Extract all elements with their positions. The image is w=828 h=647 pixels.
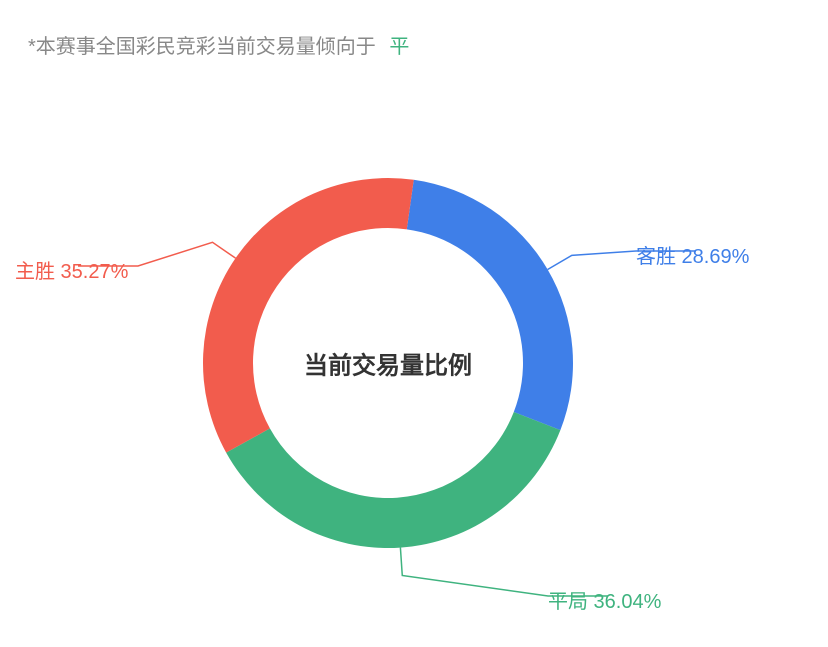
donut-slice-home_win [203,178,414,453]
chart-center-label: 当前交易量比例 [304,346,472,381]
donut-slice-away_win [407,180,573,430]
slice-label-away_win: 客胜 28.69% [636,240,749,269]
donut-slice-draw [226,412,560,548]
donut-chart: 当前交易量比例 客胜 28.69% 平局 36.04% 主胜 35.27% [0,0,828,647]
slice-label-draw: 平局 36.04% [548,585,661,614]
slice-label-home_win: 主胜 35.27% [15,255,128,284]
donut-svg [0,0,828,647]
